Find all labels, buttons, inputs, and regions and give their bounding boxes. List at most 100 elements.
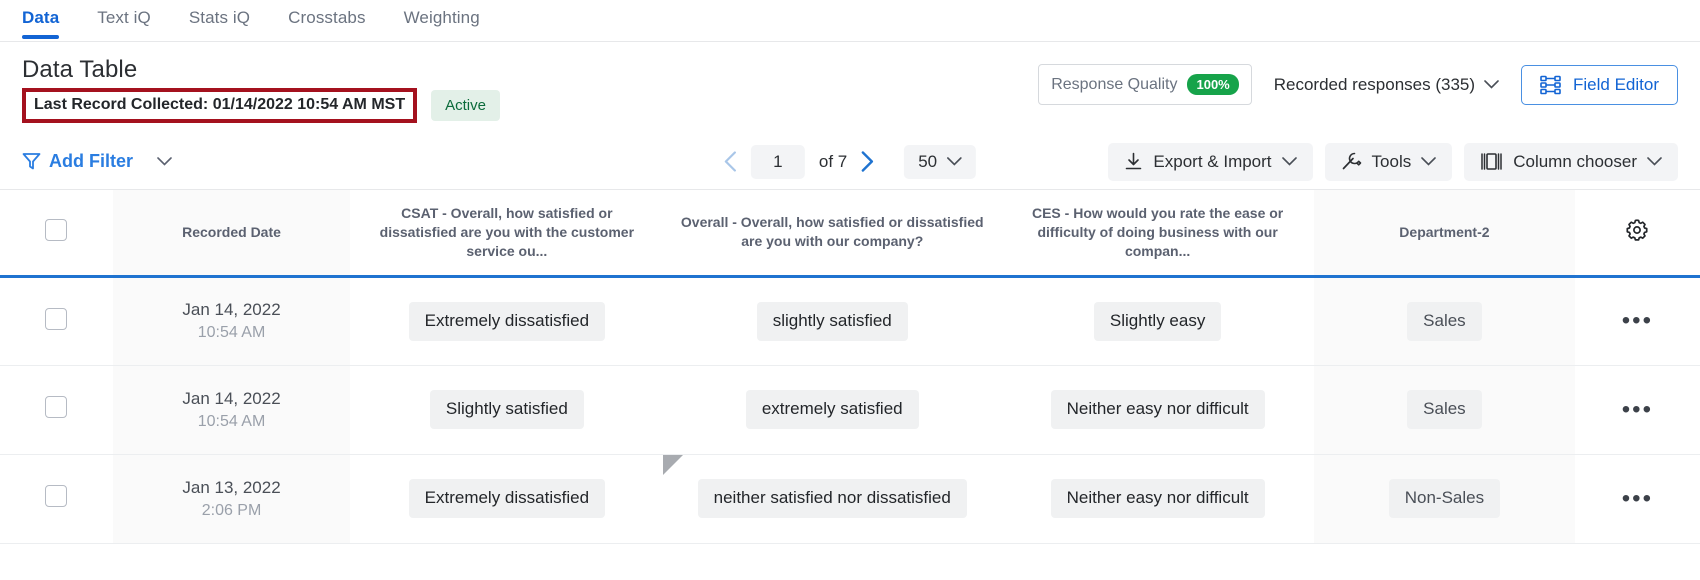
page-title: Data Table	[22, 56, 138, 83]
recorded-time-value: 2:06 PM	[201, 501, 262, 519]
csat-value: Extremely dissatisfied	[408, 479, 606, 519]
cell-row-menu: •••	[1574, 454, 1700, 544]
responses-table: Recorded Date CSAT - Overall, how satisf…	[0, 190, 1700, 544]
previous-page-button[interactable]	[724, 151, 737, 172]
cell-overall: extremely satisfied	[663, 365, 1002, 455]
filter-options-chevron-icon[interactable]	[157, 157, 172, 166]
select-all-header	[0, 190, 113, 276]
chevron-down-icon	[947, 157, 962, 166]
cell-resize-handle-icon[interactable]	[663, 454, 684, 475]
tools-label: Tools	[1371, 151, 1412, 171]
cell-recorded-date: Jan 14, 2022 10:54 AM	[112, 276, 351, 366]
cell-department: Sales	[1314, 365, 1575, 455]
page-header: Data Table Last Record Collected: 01/14/…	[0, 42, 1700, 134]
row-select-cell	[0, 276, 113, 366]
add-filter-button[interactable]: Add Filter	[22, 151, 133, 172]
column-header-overall[interactable]: Overall - Overall, how satisfied or diss…	[680, 214, 984, 250]
cell-row-menu: •••	[1574, 365, 1700, 455]
export-import-label: Export & Import	[1153, 151, 1272, 171]
cell-ces: Neither easy nor difficult	[1001, 365, 1315, 455]
tab-text-iq[interactable]: Text iQ	[97, 8, 151, 27]
department-value: Sales	[1407, 301, 1482, 341]
next-page-button[interactable]	[861, 151, 874, 172]
recorded-date-value: Jan 14, 2022	[182, 300, 281, 320]
last-record-collected: Last Record Collected: 01/14/2022 10:54 …	[34, 96, 406, 113]
filter-icon	[22, 152, 41, 171]
tools-button[interactable]: Tools	[1324, 142, 1453, 181]
chevron-down-icon	[1281, 157, 1297, 166]
export-import-button[interactable]: Export & Import	[1108, 142, 1313, 181]
add-filter-label: Add Filter	[49, 151, 133, 171]
tab-data[interactable]: Data	[22, 8, 60, 39]
tab-crosstabs[interactable]: Crosstabs	[288, 8, 366, 27]
status-badge: Active	[431, 90, 500, 121]
ces-value: Neither easy nor difficult	[1050, 390, 1265, 430]
overall-value: slightly satisfied	[756, 301, 908, 341]
cell-recorded-date: Jan 14, 2022 10:54 AM	[112, 365, 351, 455]
tab-weighting[interactable]: Weighting	[403, 8, 480, 27]
table-body: Jan 14, 2022 10:54 AM Extremely dissatis…	[0, 276, 1700, 544]
recorded-date-value: Jan 14, 2022	[182, 388, 281, 408]
cell-csat: Extremely dissatisfied	[350, 276, 664, 366]
table-row[interactable]: Jan 14, 2022 10:54 AM Extremely dissatis…	[0, 276, 1700, 366]
recorded-date-value: Jan 13, 2022	[182, 477, 281, 497]
cell-row-menu: •••	[1574, 276, 1700, 366]
column-header-ces[interactable]: CES - How would you rate the ease or dif…	[1031, 205, 1284, 259]
column-header-recorded-date[interactable]: Recorded Date	[112, 190, 351, 277]
row-checkbox[interactable]	[45, 307, 68, 330]
cell-department: Non-Sales	[1314, 454, 1575, 544]
page-count-label: of 7	[818, 151, 848, 171]
row-actions-menu[interactable]: •••	[1621, 395, 1653, 423]
chevron-down-icon	[1421, 157, 1437, 166]
page-number-input[interactable]	[750, 144, 805, 179]
recorded-responses-dropdown[interactable]: Recorded responses (335)	[1274, 75, 1499, 95]
department-value: Non-Sales	[1388, 479, 1501, 519]
primary-tabs: Data Text iQ Stats iQ Crosstabs Weightin…	[0, 0, 1700, 42]
response-quality-button[interactable]: Response Quality 100%	[1038, 64, 1252, 105]
gear-icon[interactable]	[1624, 217, 1650, 243]
column-header-department-2[interactable]: Department-2	[1314, 190, 1575, 277]
column-chooser-label: Column chooser	[1513, 151, 1637, 171]
rows-per-page-dropdown[interactable]: 50	[904, 144, 977, 179]
csat-value: Slightly satisfied	[429, 390, 584, 430]
cell-overall: neither satisfied nor dissatisfied	[663, 454, 1002, 544]
rows-per-page-value: 50	[918, 151, 938, 171]
ces-value: Neither easy nor difficult	[1050, 479, 1265, 519]
pagination: of 7 50	[724, 144, 977, 179]
field-editor-button[interactable]: Field Editor	[1521, 64, 1678, 105]
row-actions-menu[interactable]: •••	[1621, 307, 1653, 335]
tab-stats-iq[interactable]: Stats iQ	[188, 8, 251, 27]
header-actions: Response Quality 100% Recorded responses…	[1038, 64, 1678, 105]
cell-csat: Slightly satisfied	[350, 365, 664, 455]
row-checkbox[interactable]	[45, 485, 68, 508]
table-row[interactable]: Jan 13, 2022 2:06 PM Extremely dissatisf…	[0, 454, 1700, 544]
overall-value: extremely satisfied	[745, 390, 919, 430]
recorded-responses-label: Recorded responses (335)	[1273, 74, 1476, 94]
toolbar-actions: Export & Import Tools	[1108, 142, 1678, 181]
overall-value: neither satisfied nor dissatisfied	[697, 479, 967, 519]
cell-overall: slightly satisfied	[663, 276, 1002, 366]
chevron-down-icon	[1647, 157, 1662, 166]
table-settings-header	[1575, 190, 1700, 276]
csat-value: Extremely dissatisfied	[408, 301, 606, 341]
recorded-time-value: 10:54 AM	[197, 412, 266, 430]
table-header: Recorded Date CSAT - Overall, how satisf…	[0, 190, 1700, 277]
cell-ces: Slightly easy	[1001, 276, 1315, 366]
response-quality-value: 100%	[1187, 74, 1239, 95]
response-quality-label: Response Quality	[1051, 75, 1178, 93]
column-header-csat[interactable]: CSAT - Overall, how satisfied or dissati…	[379, 205, 635, 259]
table-toolbar: Add Filter of 7 50	[0, 134, 1700, 190]
column-chooser-button[interactable]: Column chooser	[1464, 142, 1678, 181]
table-row[interactable]: Jan 14, 2022 10:54 AM Slightly satisfied…	[0, 365, 1700, 455]
cell-csat: Extremely dissatisfied	[350, 454, 664, 544]
columns-icon	[1480, 152, 1503, 171]
row-checkbox[interactable]	[45, 396, 68, 419]
select-all-checkbox[interactable]	[45, 218, 68, 241]
row-actions-menu[interactable]: •••	[1621, 484, 1653, 512]
last-record-highlight: Last Record Collected: 01/14/2022 10:54 …	[22, 88, 418, 123]
cell-department: Sales	[1314, 276, 1575, 366]
chevron-down-icon	[1484, 80, 1499, 89]
department-value: Sales	[1407, 390, 1482, 430]
cell-recorded-date: Jan 13, 2022 2:06 PM	[112, 454, 351, 544]
row-select-cell	[0, 454, 113, 544]
